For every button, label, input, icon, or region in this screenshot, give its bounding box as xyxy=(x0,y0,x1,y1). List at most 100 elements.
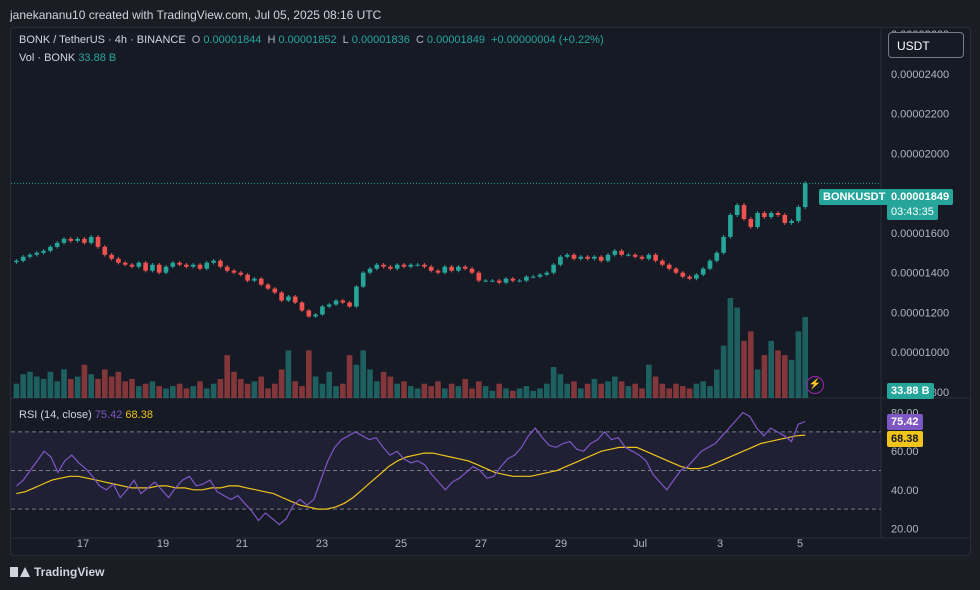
volume-bar xyxy=(550,367,557,398)
volume-bar xyxy=(489,390,496,398)
price-axis-tick: 0.00001200 xyxy=(891,307,949,319)
candle-body xyxy=(238,272,244,275)
volume-bar xyxy=(176,383,183,398)
candle-body xyxy=(204,262,210,269)
candle-body xyxy=(612,250,618,255)
volume-bar xyxy=(523,386,530,398)
candle-body xyxy=(41,250,46,253)
candle-body xyxy=(775,213,781,215)
volume-bar xyxy=(680,386,686,398)
volume-bar xyxy=(625,386,632,398)
candle-body xyxy=(326,304,332,307)
candle-body xyxy=(422,264,427,267)
volume-bar xyxy=(149,381,156,398)
close-value: 0.00001849 xyxy=(426,34,486,46)
volume-bar xyxy=(591,378,598,398)
volume-bar xyxy=(659,383,666,398)
rsi-ma-tag: 68.38 xyxy=(887,431,923,447)
volume-label[interactable]: Vol · BONK xyxy=(19,52,76,64)
candle-body xyxy=(354,286,359,307)
candle-body xyxy=(279,292,284,301)
candle-body xyxy=(109,254,114,259)
volume-bar xyxy=(544,383,550,398)
volume-bar xyxy=(510,390,516,398)
volume-bar xyxy=(54,381,60,398)
candle-body xyxy=(714,252,720,261)
candle-body xyxy=(14,260,19,263)
candle-body xyxy=(639,256,645,259)
volume-bar xyxy=(367,369,373,398)
volume-bar xyxy=(482,386,489,398)
volume-bar xyxy=(686,388,693,398)
flash-icon[interactable]: ⚡ xyxy=(806,376,824,394)
candle-body xyxy=(673,268,679,273)
volume-bar xyxy=(741,340,747,398)
volume-bar xyxy=(238,378,244,398)
volume-bar xyxy=(170,386,176,398)
volume-bar xyxy=(516,388,523,398)
candle-body xyxy=(700,268,706,275)
volume-bar xyxy=(414,388,421,398)
volume-bar xyxy=(102,369,108,398)
volume-bar xyxy=(163,388,169,398)
candle-body xyxy=(272,288,278,293)
volume-bar xyxy=(74,376,81,398)
volume-bar xyxy=(584,383,591,398)
chart-frame[interactable]: 0.000026000.000024000.000022000.00002000… xyxy=(10,27,971,556)
candle-body xyxy=(82,238,87,243)
volume-bar xyxy=(775,350,781,398)
volume-value: 33.88 B xyxy=(78,52,117,64)
close-label: C xyxy=(415,34,424,46)
candle-body xyxy=(211,260,216,263)
volume-bar xyxy=(428,386,434,398)
candle-body xyxy=(367,268,373,273)
candle-body xyxy=(401,264,407,267)
candle-body xyxy=(116,258,121,263)
volume-bar xyxy=(346,355,353,398)
candle-body xyxy=(61,238,67,243)
volume-bar xyxy=(401,381,407,398)
candle-body xyxy=(27,254,33,257)
volume-bar xyxy=(646,364,652,398)
volume-bar xyxy=(61,369,67,398)
symbol-legend: BONK / TetherUS · 4h · BINANCE O 0.000018… xyxy=(19,34,607,46)
volume-bar xyxy=(47,371,54,398)
volume-bar xyxy=(81,364,88,398)
chart-canvas[interactable]: 0.000026000.000024000.000022000.00002000… xyxy=(11,28,970,555)
candle-body xyxy=(768,213,774,217)
candle-body xyxy=(54,242,60,247)
volume-bar xyxy=(442,388,448,398)
candle-body xyxy=(551,264,556,273)
candle-body xyxy=(88,236,94,243)
tradingview-logo[interactable]: TradingView xyxy=(10,565,104,579)
tradingview-icon xyxy=(10,566,30,578)
rsi-axis-tick: 20.00 xyxy=(891,523,919,535)
volume-bar xyxy=(727,298,734,398)
rsi-label[interactable]: RSI (14, close) xyxy=(19,409,92,421)
candle-body xyxy=(571,254,577,259)
volume-bar xyxy=(707,386,713,398)
symbol-title[interactable]: BONK / TetherUS · 4h · BINANCE xyxy=(19,34,186,46)
candle-body xyxy=(48,246,53,251)
candle-body xyxy=(456,266,461,271)
candle-body xyxy=(224,266,230,271)
candle-body xyxy=(558,256,563,265)
volume-bar xyxy=(88,374,94,398)
price-axis-tick: 0.00002000 xyxy=(891,148,949,160)
low-label: L xyxy=(342,34,349,46)
candle-body xyxy=(802,183,808,208)
time-axis-tick: 23 xyxy=(316,538,328,550)
candle-body xyxy=(190,264,196,267)
volume-bar xyxy=(720,345,727,398)
candle-body xyxy=(796,207,801,221)
candle-body xyxy=(503,278,509,283)
price-axis-tick: 0.00001000 xyxy=(891,347,949,359)
candle-body xyxy=(707,260,713,269)
time-axis-tick: 21 xyxy=(236,538,248,550)
currency-button[interactable]: USDT xyxy=(888,32,964,58)
volume-bar xyxy=(652,376,659,398)
volume-bar xyxy=(673,383,679,398)
volume-bar xyxy=(421,383,428,398)
volume-bar xyxy=(210,383,217,398)
volume-bar xyxy=(224,355,230,398)
